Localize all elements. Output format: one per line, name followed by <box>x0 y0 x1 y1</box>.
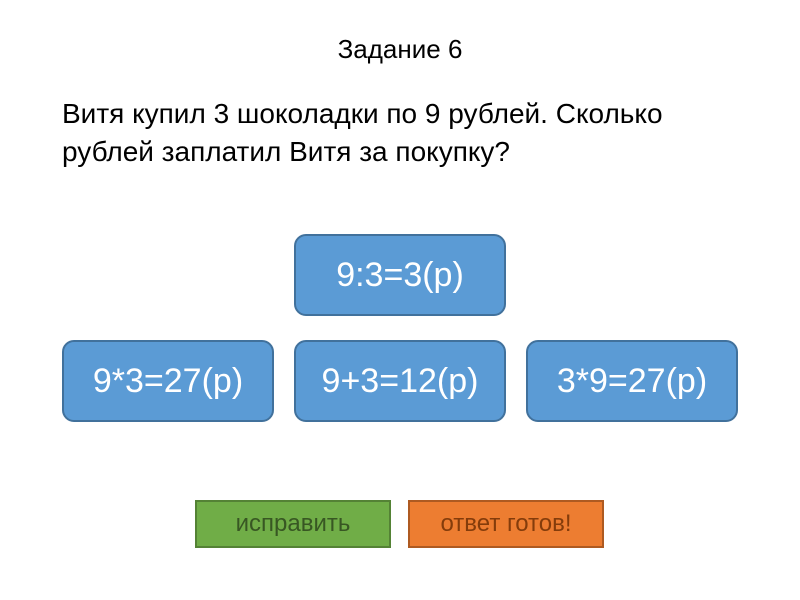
ready-button[interactable]: ответ готов! <box>408 500 604 548</box>
answer-option-middle[interactable]: 9+3=12(р) <box>294 340 506 422</box>
answer-option-label: 9*3=27(р) <box>93 362 243 401</box>
answer-option-top[interactable]: 9:3=3(р) <box>294 234 506 316</box>
ready-button-label: ответ готов! <box>440 510 571 538</box>
answer-option-label: 9:3=3(р) <box>336 256 464 295</box>
fix-button-label: исправить <box>236 510 351 538</box>
answer-option-label: 3*9=27(р) <box>557 362 707 401</box>
question-text: Витя купил 3 шоколадки по 9 рублей. Скол… <box>0 65 800 171</box>
answer-option-right[interactable]: 3*9=27(р) <box>526 340 738 422</box>
answer-option-label: 9+3=12(р) <box>322 362 479 401</box>
fix-button[interactable]: исправить <box>195 500 391 548</box>
slide-title: Задание 6 <box>0 0 800 65</box>
answer-option-left[interactable]: 9*3=27(р) <box>62 340 274 422</box>
